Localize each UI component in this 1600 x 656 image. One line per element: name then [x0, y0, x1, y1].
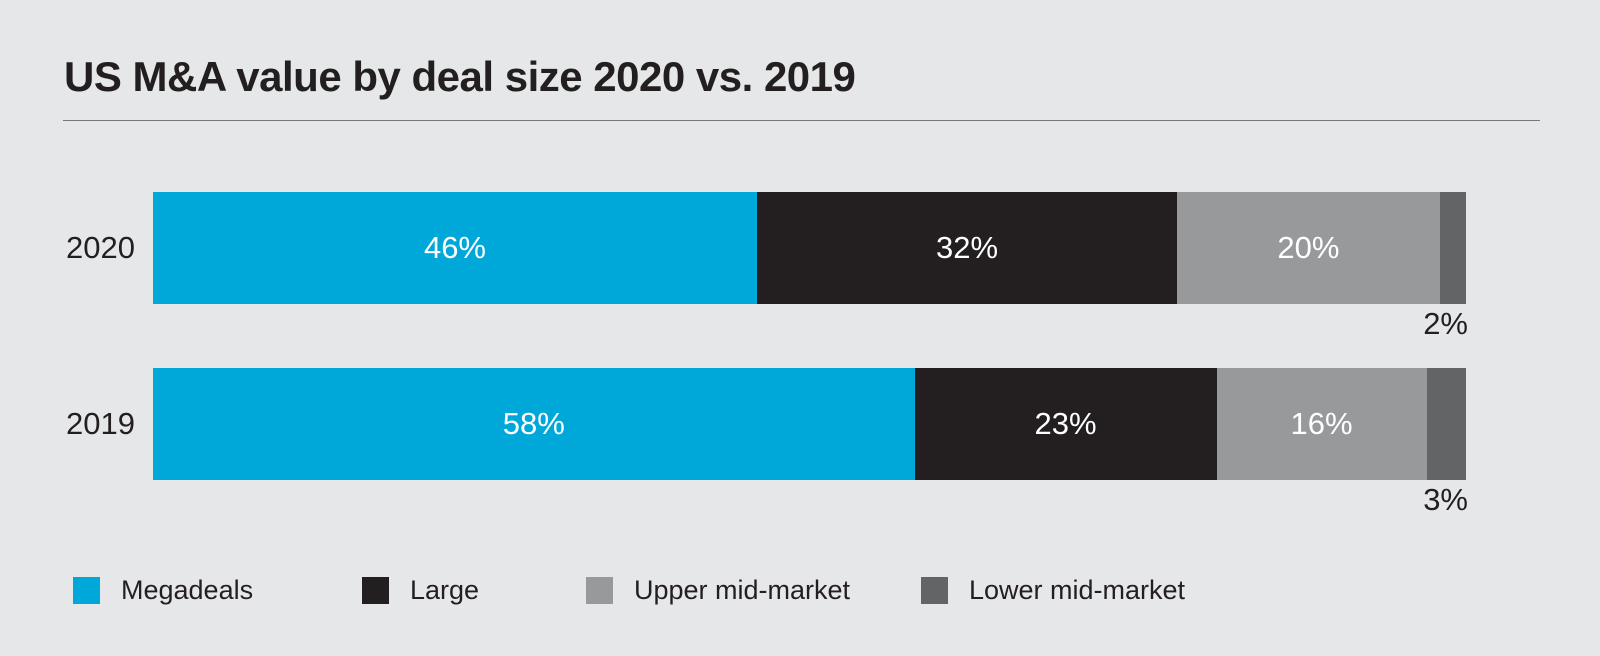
bar-segment-large: 32% [756, 192, 1178, 304]
legend-swatch-icon [362, 577, 389, 604]
stacked-bar-2020: 46% 32% 20% [153, 192, 1466, 304]
legend-item-megadeals: Megadeals [73, 575, 253, 606]
legend: Megadeals Large Upper mid-market Lower mid-… [0, 575, 1600, 605]
legend-swatch-icon [586, 577, 613, 604]
stacked-bar-2019: 58% 23% 16% [153, 368, 1466, 480]
bar-row-2019: 2019 58% 23% 16% 3% [0, 368, 1600, 515]
legend-swatch-icon [921, 577, 948, 604]
year-label-2019: 2019 [66, 406, 135, 441]
chart-title: US M&A value by deal size 2020 vs. 2019 [64, 53, 856, 100]
outside-value-label: 3% [1423, 482, 1468, 517]
bar-row-2020: 2020 46% 32% 20% 2% [0, 192, 1600, 339]
year-label-2020: 2020 [66, 230, 135, 265]
bar-segment-large: 23% [914, 368, 1217, 480]
legend-item-large: Large [362, 575, 479, 606]
bar-segment-megadeals: 46% [153, 192, 757, 304]
outside-value-label: 2% [1423, 306, 1468, 341]
bar-segment-lower-mid-market [1426, 368, 1466, 480]
title-divider-line [63, 120, 1540, 121]
legend-swatch-icon [73, 577, 100, 604]
legend-label: Lower mid-market [969, 575, 1186, 605]
legend-item-lower-mid-market: Lower mid-market [921, 575, 1185, 606]
bar-segment-upper-mid-market: 20% [1177, 192, 1440, 304]
bar-segment-lower-mid-market [1439, 192, 1466, 304]
legend-label: Large [410, 575, 480, 605]
legend-item-upper-mid-market: Upper mid-market [586, 575, 850, 606]
bar-segment-upper-mid-market: 16% [1216, 368, 1427, 480]
bar-segment-megadeals: 58% [153, 368, 915, 480]
legend-label: Megadeals [121, 575, 254, 605]
legend-label: Upper mid-market [634, 575, 851, 605]
